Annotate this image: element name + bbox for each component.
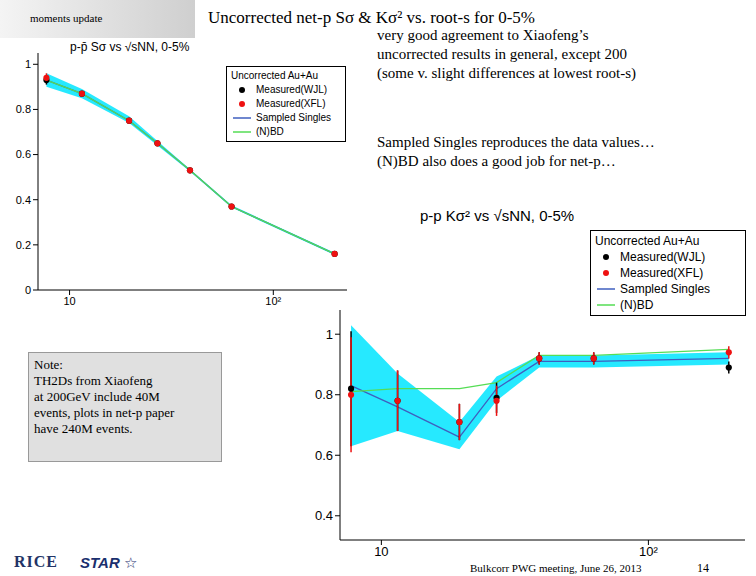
svg-text:0: 0: [25, 284, 31, 296]
svg-text:1: 1: [25, 58, 31, 70]
html-text:(some v. slight differences at: (some v. slight differences at lowest ro…: [377, 65, 637, 81]
svg-text:0.8: 0.8: [315, 387, 333, 402]
html-text:Measured(XFL): Measured(XFL): [256, 98, 326, 109]
html-text:p-p̄ Sσ vs √sNN, 0-5%: p-p̄ Sσ vs √sNN, 0-5%: [70, 40, 190, 54]
html-text:(N)BD also does a good job for: (N)BD also does a good job for net-p…: [377, 153, 616, 169]
html-text:Sampled Singles: Sampled Singles: [620, 282, 711, 296]
html-text:Measured(WJL): Measured(WJL): [620, 250, 706, 264]
svg-text:10²: 10²: [639, 544, 658, 559]
html-text:(N)BD: (N)BD: [620, 298, 654, 312]
svg-text:0.4: 0.4: [315, 508, 333, 523]
svg-text:0.8: 0.8: [16, 103, 31, 115]
html-text:have 240M events.: have 240M events.: [34, 421, 133, 436]
svg-text:0.2: 0.2: [16, 239, 31, 251]
html-text:events, plots in net-p paper: events, plots in net-p paper: [34, 405, 175, 420]
html-text:uncorrected results in general: uncorrected results in general, except 2…: [377, 46, 627, 62]
svg-text:0.4: 0.4: [16, 194, 31, 206]
html-text:Measured(XFL): Measured(XFL): [620, 266, 704, 280]
html-text:TH2Ds from Xiaofeng: TH2Ds from Xiaofeng: [34, 373, 153, 388]
html-text:at 200GeV include 40M: at 200GeV include 40M: [34, 389, 160, 404]
svg-text:1: 1: [326, 327, 333, 342]
html-text:Measured(WJL): Measured(WJL): [256, 84, 328, 95]
svg-text:10: 10: [63, 295, 75, 307]
html-text:Sampled Singles: Sampled Singles: [256, 112, 331, 123]
html-text:STAR ☆: STAR ☆: [80, 554, 138, 571]
html-text:RICE: RICE: [14, 553, 58, 570]
html-text:Uncorrected Au+Au: Uncorrected Au+Au: [231, 70, 318, 81]
html-text:moments update: moments update: [30, 12, 103, 24]
svg-text:10²: 10²: [265, 295, 281, 307]
html-text:Bulkcorr PWG meeting, June 26,: Bulkcorr PWG meeting, June 26, 2013: [470, 562, 642, 574]
html-text:14: 14: [697, 561, 709, 575]
html-text:(N)BD: (N)BD: [256, 126, 284, 137]
html-text:p-p Kσ² vs √sNN, 0-5%: p-p Kσ² vs √sNN, 0-5%: [420, 207, 575, 224]
html-text:Uncorrected Au+Au: Uncorrected Au+Au: [595, 234, 700, 248]
html-text:Note:: Note:: [34, 357, 63, 372]
html-text:very good agreement to Xiaofen: very good agreement to Xiaofeng’s: [377, 27, 589, 43]
svg-text:0.6: 0.6: [16, 148, 31, 160]
svg-text:0.6: 0.6: [315, 448, 333, 463]
html-text:Uncorrected net-p Sσ & Kσ² vs.: Uncorrected net-p Sσ & Kσ² vs. root-s fo…: [208, 8, 535, 27]
svg-text:10: 10: [374, 544, 388, 559]
html-text:Sampled Singles reproduces the: Sampled Singles reproduces the data valu…: [377, 134, 655, 150]
